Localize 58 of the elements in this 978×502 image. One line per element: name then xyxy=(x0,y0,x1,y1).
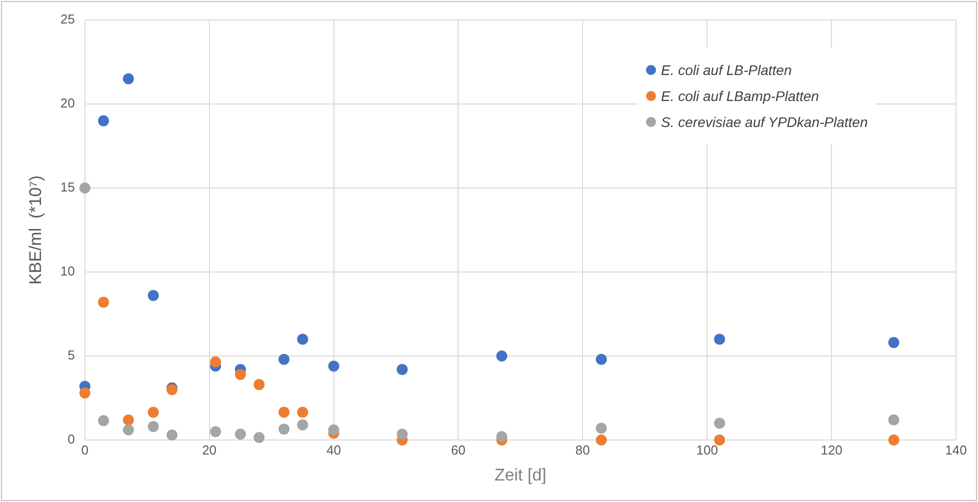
point xyxy=(79,387,90,398)
point xyxy=(888,434,900,446)
point xyxy=(328,360,340,372)
x-tick-label: 20 xyxy=(202,442,217,458)
legend-label: S. cerevisiae auf YPDkan-Platten xyxy=(661,114,868,130)
point xyxy=(122,414,134,426)
legend-label: E. coli auf LBamp-Platten xyxy=(661,88,819,104)
y-tick-label: 25 xyxy=(60,12,75,27)
point xyxy=(888,337,900,348)
point xyxy=(98,296,110,308)
point xyxy=(254,432,265,443)
point xyxy=(254,379,265,390)
point xyxy=(234,368,246,380)
point xyxy=(714,434,726,446)
x-tick-label: 120 xyxy=(820,442,842,458)
y-tick-label: 10 xyxy=(60,264,75,279)
x-tick-label: 0 xyxy=(81,442,88,458)
point xyxy=(396,428,408,440)
point xyxy=(496,350,508,362)
y-tick-label: 20 xyxy=(60,96,75,111)
point xyxy=(297,406,308,418)
point xyxy=(148,290,159,302)
point xyxy=(98,415,110,426)
y-tick-label: 15 xyxy=(60,180,75,195)
point xyxy=(328,424,340,436)
point xyxy=(79,182,90,194)
point xyxy=(122,424,134,436)
y-tick-label: 0 xyxy=(68,432,75,447)
point xyxy=(396,364,408,375)
point xyxy=(596,354,607,365)
x-axis-title: Zeit [d] xyxy=(494,465,546,484)
point xyxy=(297,419,308,430)
point xyxy=(210,426,222,438)
point xyxy=(596,422,607,434)
point xyxy=(122,73,134,84)
point xyxy=(297,334,308,345)
point xyxy=(278,424,290,435)
x-tick-label: 140 xyxy=(945,442,967,458)
x-tick-label: 80 xyxy=(575,442,590,458)
y-axis-title: KBE/ml (*10⁷) xyxy=(26,175,45,285)
x-tick-label: 60 xyxy=(450,442,466,458)
legend-label: E. coli auf LB-Platten xyxy=(661,62,792,78)
point xyxy=(148,421,159,432)
point xyxy=(714,334,726,345)
point xyxy=(210,356,222,368)
point xyxy=(278,406,290,418)
point xyxy=(278,354,290,365)
point xyxy=(166,429,178,440)
point xyxy=(496,431,508,442)
point xyxy=(98,115,110,126)
point xyxy=(148,406,159,418)
point xyxy=(234,428,246,440)
x-tick-label: 40 xyxy=(326,442,341,458)
point xyxy=(596,434,607,446)
x-tick-label: 100 xyxy=(696,442,718,458)
point xyxy=(714,418,726,429)
point xyxy=(888,414,900,426)
y-tick-label: 5 xyxy=(68,348,75,363)
